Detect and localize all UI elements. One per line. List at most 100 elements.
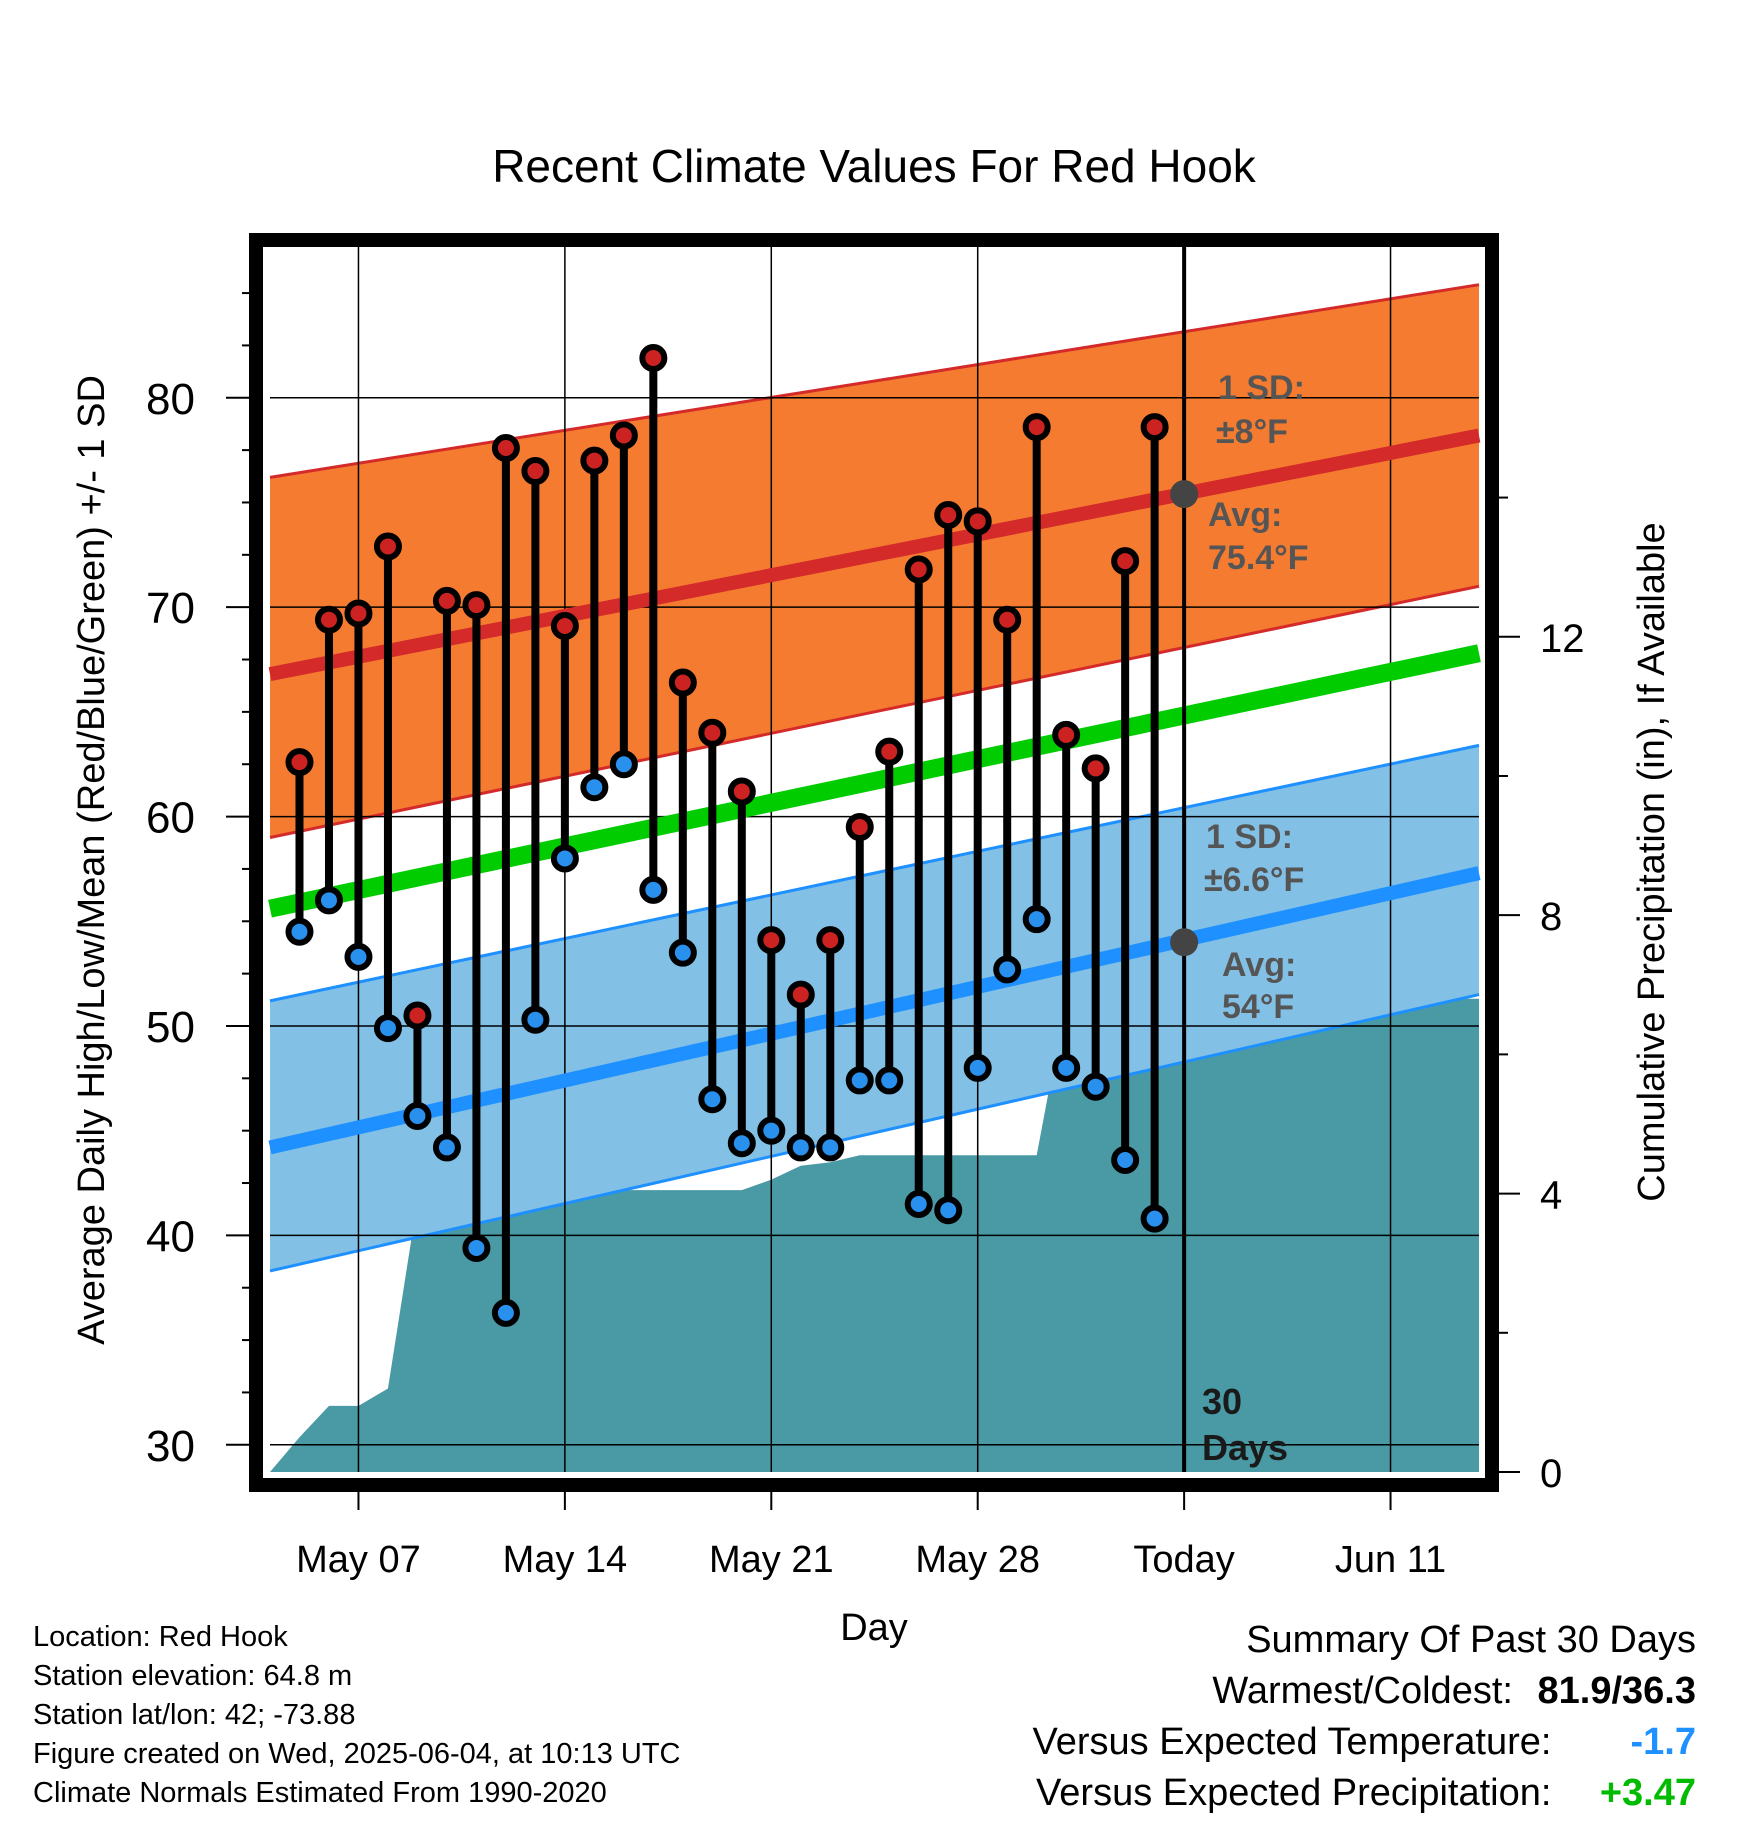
daily-low-point [462, 1233, 491, 1262]
daily-low-point [344, 942, 373, 971]
elevation-text: Station elevation: 64.8 m [33, 1660, 353, 1692]
daily-low-point [845, 1066, 874, 1095]
created-text: Figure created on Wed, 2025-06-04, at 10… [33, 1738, 681, 1770]
daily-high-point [1140, 413, 1169, 442]
low-avg-label: Avg: [1222, 946, 1296, 984]
avg-high-line [268, 428, 1481, 682]
x-tick-label: Jun 11 [1335, 1539, 1446, 1581]
low-sd-band-top [269, 743, 1480, 1003]
avg-mean-line [268, 644, 1481, 918]
daily-high-point [845, 813, 874, 842]
daily-low-point [1111, 1145, 1140, 1174]
high-avg-label: Avg: [1208, 496, 1282, 534]
y2-axis-label: Cumulative Precipitation (in), If Availa… [1631, 522, 1673, 1201]
daily-low-point [373, 1014, 402, 1043]
daily-low-point [1052, 1053, 1081, 1082]
high-sd-value: ±8°F [1216, 413, 1288, 451]
daily-high-point [816, 926, 845, 955]
daily-low-point [432, 1133, 461, 1162]
avg-low-line [268, 866, 1481, 1155]
daily-low-point [1081, 1072, 1110, 1101]
x-tick-label: May 14 [503, 1539, 628, 1581]
daily-low-point [904, 1189, 933, 1218]
chart-title: Recent Climate Values For Red Hook [492, 140, 1257, 192]
daily-low-point [698, 1085, 727, 1114]
temp-label: Versus Expected Temperature: [1032, 1721, 1552, 1763]
low-avg-value: 54°F [1222, 988, 1294, 1026]
daily-high-point [993, 605, 1022, 634]
daily-high-point [1052, 720, 1081, 749]
daily-low-point [786, 1133, 815, 1162]
y2-tick-label: 8 [1540, 895, 1562, 939]
daily-low-point [491, 1298, 520, 1327]
low-sd-label: 1 SD: [1206, 818, 1293, 856]
daily-high-point [963, 507, 992, 536]
daily-high-point [786, 980, 815, 1009]
today-days-number: 30 [1202, 1381, 1242, 1422]
daily-high-point [462, 591, 491, 620]
location-text: Location: Red Hook [33, 1621, 288, 1653]
y-tick-label: 30 [146, 1422, 195, 1471]
summary-temp: Versus Expected Temperature: -1.7 [1033, 1717, 1696, 1768]
daily-low-point [285, 917, 314, 946]
today-avg-low-marker [1170, 928, 1199, 957]
precip-label: Versus Expected Precipitation: [1036, 1772, 1552, 1814]
station-info: Location: Red Hook Station elevation: 64… [33, 1618, 681, 1813]
daily-high-point [580, 446, 609, 475]
daily-low-point [639, 875, 668, 904]
y2-tick-label: 4 [1540, 1174, 1562, 1218]
today-avg-high-marker [1170, 480, 1199, 509]
daily-high-point [757, 926, 786, 955]
daily-high-point [403, 1001, 432, 1030]
y-tick-label: 40 [146, 1212, 195, 1261]
daily-high-point [609, 421, 638, 450]
daily-high-point [875, 737, 904, 766]
y-axis-label: Average Daily High/Low/Mean (Red/Blue/Gr… [71, 375, 113, 1345]
daily-high-point [1022, 413, 1051, 442]
y-tick-label: 70 [146, 584, 195, 633]
summary-panel: Summary Of Past 30 Days Warmest/Coldest:… [1033, 1615, 1696, 1819]
daily-low-point [963, 1053, 992, 1082]
daily-low-point [580, 773, 609, 802]
daily-high-point [491, 434, 520, 463]
y-tick-label: 80 [146, 375, 195, 424]
summary-precip: Versus Expected Precipitation: +3.47 [1033, 1768, 1696, 1819]
daily-high-point [639, 343, 668, 372]
precip-value: +3.47 [1599, 1772, 1696, 1814]
x-axis-label: Day [840, 1607, 908, 1649]
low-sd-value: ±6.6°F [1204, 861, 1304, 899]
daily-low-point [993, 955, 1022, 984]
daily-low-point [934, 1196, 963, 1225]
daily-high-point [432, 586, 461, 615]
x-tick-label: May 28 [915, 1539, 1040, 1581]
daily-low-point [521, 1005, 550, 1034]
x-tick-label: May 21 [709, 1539, 834, 1581]
daily-low-point [1140, 1204, 1169, 1233]
y-tick-label: 50 [146, 1003, 195, 1052]
daily-low-point [757, 1116, 786, 1145]
daily-high-point [373, 532, 402, 561]
daily-high-point [1111, 547, 1140, 576]
daily-high-point [521, 457, 550, 486]
daily-low-point [816, 1133, 845, 1162]
daily-low-point [875, 1066, 904, 1095]
daily-high-point [550, 612, 579, 641]
daily-high-point [314, 605, 343, 634]
daily-high-point [698, 718, 727, 747]
daily-high-point [934, 501, 963, 530]
daily-high-point [285, 748, 314, 777]
daily-low-point [403, 1102, 432, 1131]
high-sd-band-bottom [269, 584, 1480, 839]
high-sd-label: 1 SD: [1218, 369, 1305, 407]
x-tick-label: Today [1133, 1539, 1234, 1581]
high-sd-band-top [269, 283, 1480, 479]
summary-title: Summary Of Past 30 Days [1246, 1619, 1696, 1661]
warm-cold-label: Warmest/Coldest: [1212, 1670, 1513, 1712]
y2-tick-label: 0 [1540, 1452, 1562, 1496]
today-days-word: Days [1202, 1427, 1288, 1468]
temp-value: -1.7 [1630, 1721, 1696, 1763]
daily-low-point [314, 886, 343, 915]
daily-high-point [904, 555, 933, 584]
daily-low-point [1022, 905, 1051, 934]
daily-low-point [668, 938, 697, 967]
